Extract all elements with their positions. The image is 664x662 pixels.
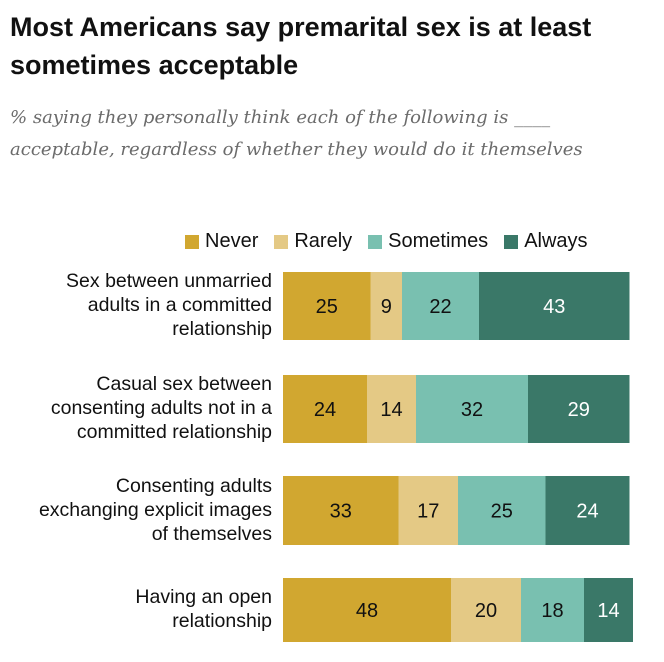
chart-subtitle: % saying they personally think each of t… xyxy=(10,107,583,160)
category-label: Casual sex between consenting adults not… xyxy=(50,373,272,443)
bar-segment-sometimes xyxy=(521,578,584,642)
bar-segment-always xyxy=(584,578,633,642)
data-label: 25 xyxy=(316,296,338,318)
legend-item-sometimes: Sometimes xyxy=(368,230,488,253)
bar-segment-always xyxy=(479,272,630,340)
chart-title: Most Americans say premarital sex is at … xyxy=(10,12,592,80)
category-label: Consenting adults exchanging explicit im… xyxy=(38,474,272,545)
bar-segment-never xyxy=(283,476,399,545)
legend-item-always: Always xyxy=(504,230,588,253)
legend-label: Always xyxy=(524,230,588,252)
bar-segment-rarely xyxy=(398,476,458,545)
bar-segment-always xyxy=(545,476,630,545)
legend-swatch xyxy=(185,234,199,249)
data-label: 14 xyxy=(380,399,402,421)
bar-segment-never xyxy=(283,578,451,642)
data-label: 32 xyxy=(461,399,483,421)
bar-segment-sometimes xyxy=(416,375,528,443)
category-label: Having an open relationship xyxy=(135,586,272,632)
data-label: 14 xyxy=(597,600,619,622)
legend-label: Never xyxy=(205,230,259,252)
bar-segment-sometimes xyxy=(402,272,479,340)
data-label: 33 xyxy=(330,501,352,523)
data-label: 43 xyxy=(543,296,565,318)
bar-segment-rarely xyxy=(367,375,416,443)
data-label: 29 xyxy=(568,399,590,421)
bar-segment-never xyxy=(283,375,367,443)
legend-label: Rarely xyxy=(294,230,353,252)
legend-item-never: Never xyxy=(185,230,258,253)
legend-swatch xyxy=(368,234,383,249)
legend-swatch xyxy=(274,234,289,249)
category-label: Sex between unmarried adults in a commit… xyxy=(66,270,272,340)
bar-segment-rarely xyxy=(370,272,402,340)
legend-item-rarely: Rarely xyxy=(274,230,352,253)
data-label: 9 xyxy=(381,296,392,318)
bar-segment-always xyxy=(528,375,630,443)
bar-segment-sometimes xyxy=(458,476,546,545)
data-label: 17 xyxy=(417,501,439,523)
bar-segment-rarely xyxy=(451,578,521,642)
data-label: 20 xyxy=(475,600,497,622)
data-label: 24 xyxy=(314,399,336,421)
data-label: 22 xyxy=(429,296,451,318)
legend: Never Rarely Sometimes Always xyxy=(185,230,588,253)
legend-swatch xyxy=(504,234,519,249)
data-label: 24 xyxy=(576,501,598,523)
bar-segment-never xyxy=(283,272,371,340)
data-label: 48 xyxy=(356,600,378,622)
data-label: 18 xyxy=(541,600,563,622)
data-label: 25 xyxy=(491,501,513,523)
legend-label: Sometimes xyxy=(388,230,489,252)
